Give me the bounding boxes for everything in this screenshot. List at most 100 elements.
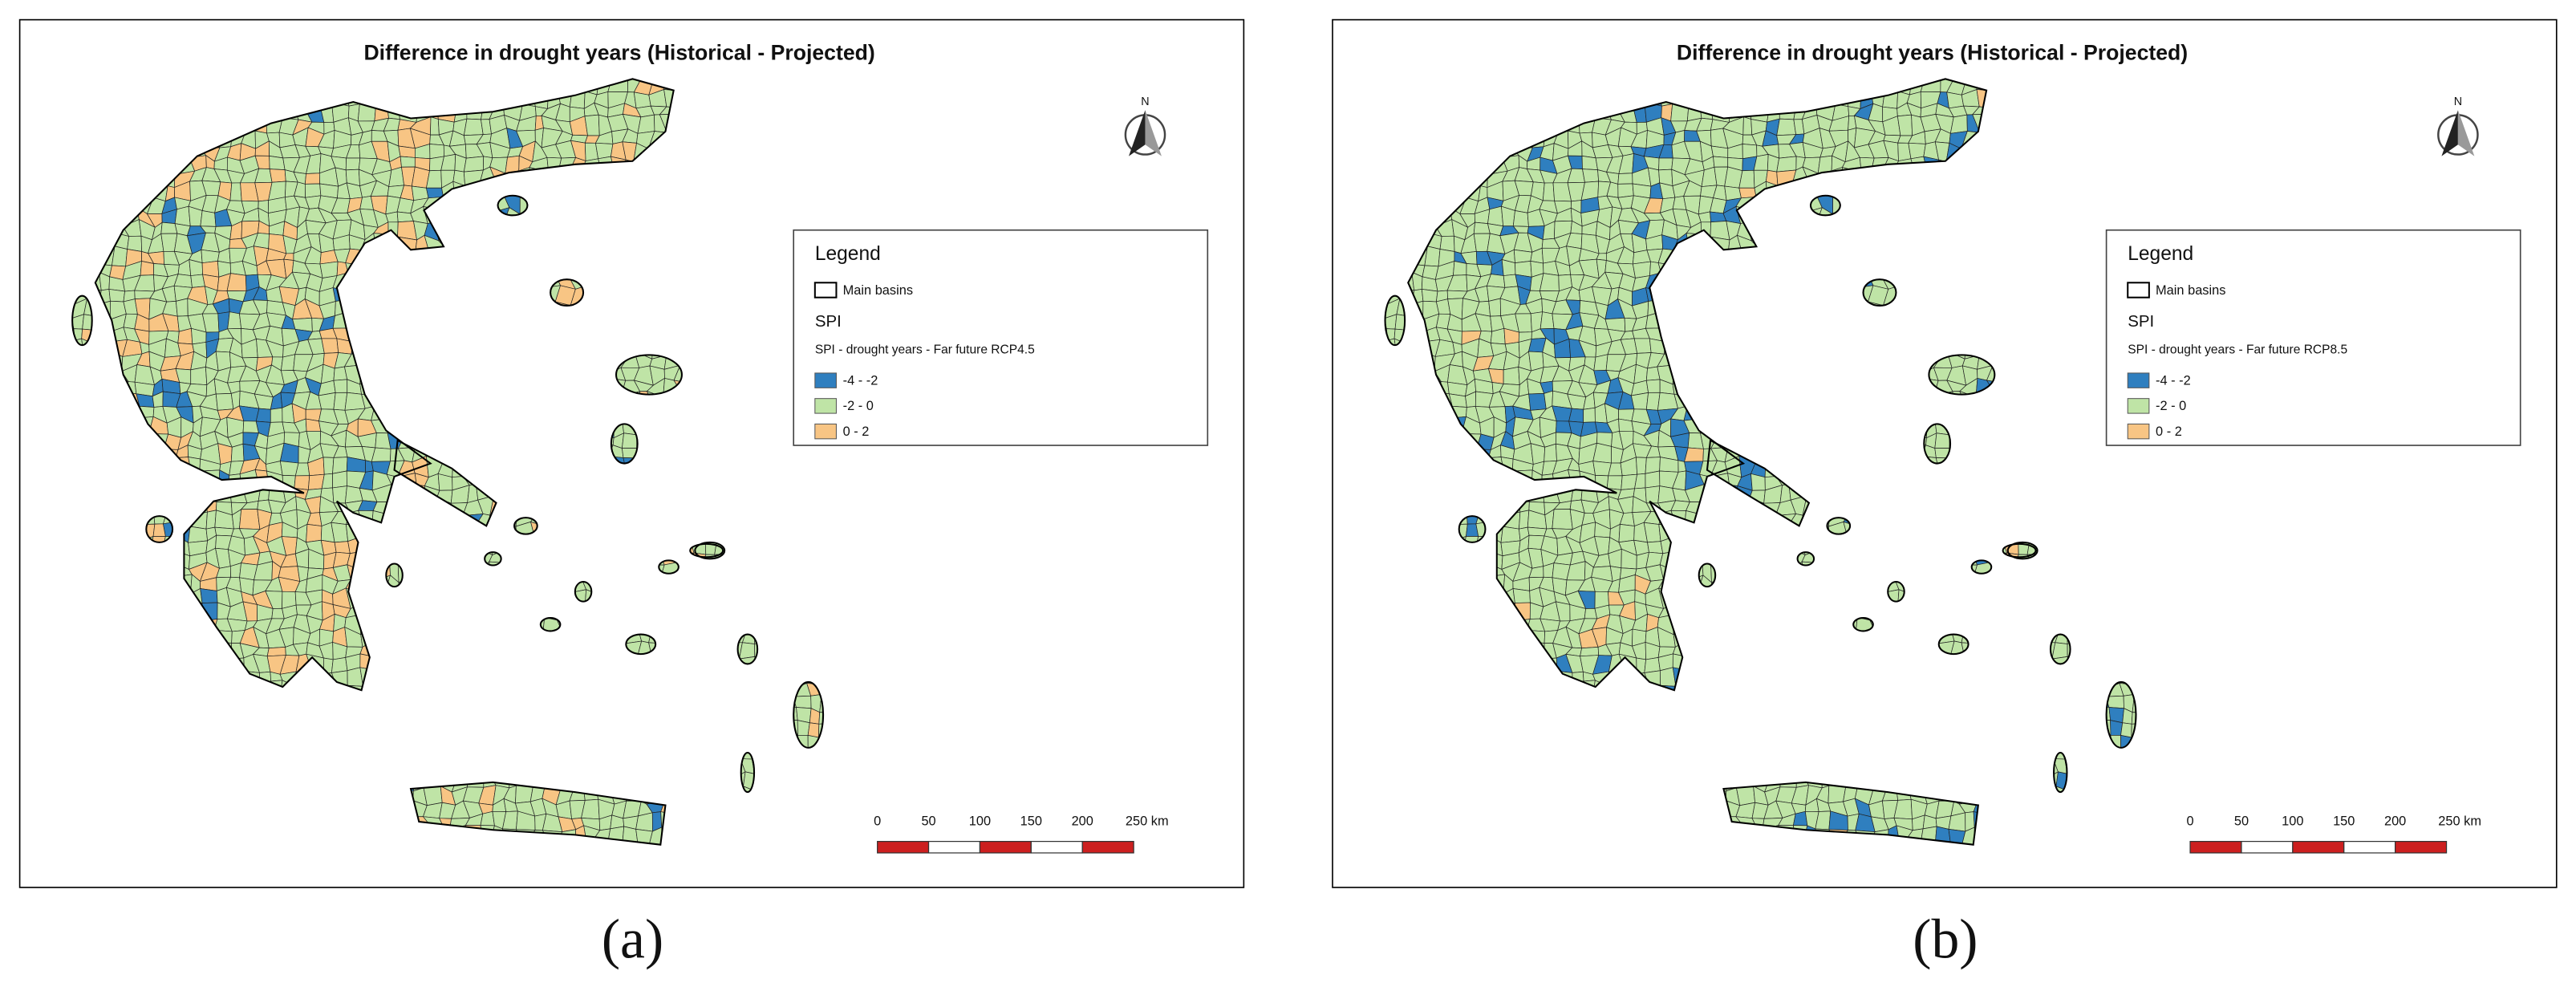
basin [398, 145, 416, 158]
basin [333, 379, 348, 393]
basin [463, 118, 484, 136]
coastline [145, 515, 174, 543]
scale-segment [1030, 840, 1083, 854]
basin [215, 392, 234, 411]
basin [305, 418, 322, 432]
legend-group: SPI [815, 312, 842, 331]
basin [1580, 647, 1600, 657]
legend-swatch [813, 282, 838, 298]
coastline [610, 423, 639, 465]
basin [140, 261, 154, 276]
coastline [484, 551, 502, 567]
coastline [94, 78, 675, 692]
scale-segment [979, 840, 1032, 854]
basin [332, 470, 347, 489]
basin [797, 720, 810, 736]
basin [1439, 235, 1455, 252]
basin [306, 524, 323, 543]
basin [400, 156, 416, 168]
basin [321, 338, 339, 354]
basin [423, 786, 443, 806]
basin [1421, 289, 1438, 303]
legend-box [793, 229, 1209, 446]
basin [371, 447, 391, 462]
basin [1500, 526, 1521, 543]
basin [200, 210, 217, 227]
basin [269, 155, 286, 171]
legend-swatch [814, 423, 837, 440]
basin [1527, 526, 1548, 537]
basin [1424, 246, 1441, 267]
coastline [658, 559, 679, 575]
basin [1512, 588, 1531, 603]
basin [1544, 443, 1557, 462]
basin [1571, 489, 1583, 502]
basin [819, 692, 824, 713]
basin [807, 722, 820, 738]
basin [331, 656, 348, 673]
basin [1581, 155, 1598, 171]
basin [227, 311, 242, 330]
north-label: N [1141, 95, 1149, 108]
scale-label: 250 km [1126, 814, 1169, 828]
basin [258, 489, 270, 502]
basin [319, 261, 339, 278]
legend-layer: SPI - drought years - Far future RCP4.5 [815, 343, 1035, 356]
coastline [793, 680, 825, 749]
basin [1503, 366, 1520, 385]
coastline [385, 562, 404, 588]
basin [294, 475, 310, 490]
scale-segment [1081, 840, 1134, 854]
scale-label: 150 [1020, 814, 1042, 828]
legend-label: -2 - 0 [843, 399, 874, 413]
panel: Difference in drought years (Historical … [1332, 18, 2558, 971]
basin [318, 392, 336, 410]
scale-label: 50 [921, 814, 935, 828]
basin [280, 354, 296, 372]
basin [174, 205, 191, 227]
basin [430, 116, 440, 136]
basin [584, 114, 600, 136]
basin [505, 155, 520, 174]
basin [332, 485, 347, 504]
coastline [615, 354, 683, 396]
panel: Difference in drought years (Historical … [18, 18, 1245, 971]
coastline [740, 751, 756, 794]
basin [108, 289, 125, 303]
basin [480, 810, 495, 826]
basin [1530, 443, 1546, 465]
coastline [625, 633, 657, 656]
basin [818, 712, 824, 725]
coastline [409, 781, 667, 846]
coastline [550, 278, 585, 307]
basin [622, 433, 638, 449]
basin [334, 541, 351, 554]
basin [266, 647, 286, 657]
coastline [393, 439, 497, 527]
basin [230, 443, 245, 462]
coastline [497, 194, 529, 217]
coastline [689, 542, 724, 558]
basin [112, 246, 128, 267]
basin [269, 169, 286, 183]
coastline [736, 633, 759, 665]
scale-segment [877, 840, 930, 854]
basin [229, 182, 242, 201]
basin [200, 588, 218, 603]
coastline [694, 541, 726, 560]
basin [304, 183, 322, 198]
coastline [71, 294, 93, 347]
caption: (a) [602, 909, 663, 971]
basin [323, 457, 335, 475]
legend-title: Legend [815, 243, 881, 265]
coastline [513, 517, 538, 535]
map-title: Difference in drought years (Historical … [363, 41, 874, 65]
basin [190, 366, 208, 385]
basin [1512, 210, 1529, 227]
coastline [574, 580, 593, 603]
basin [1487, 205, 1504, 227]
scale-label: 100 [969, 814, 991, 828]
